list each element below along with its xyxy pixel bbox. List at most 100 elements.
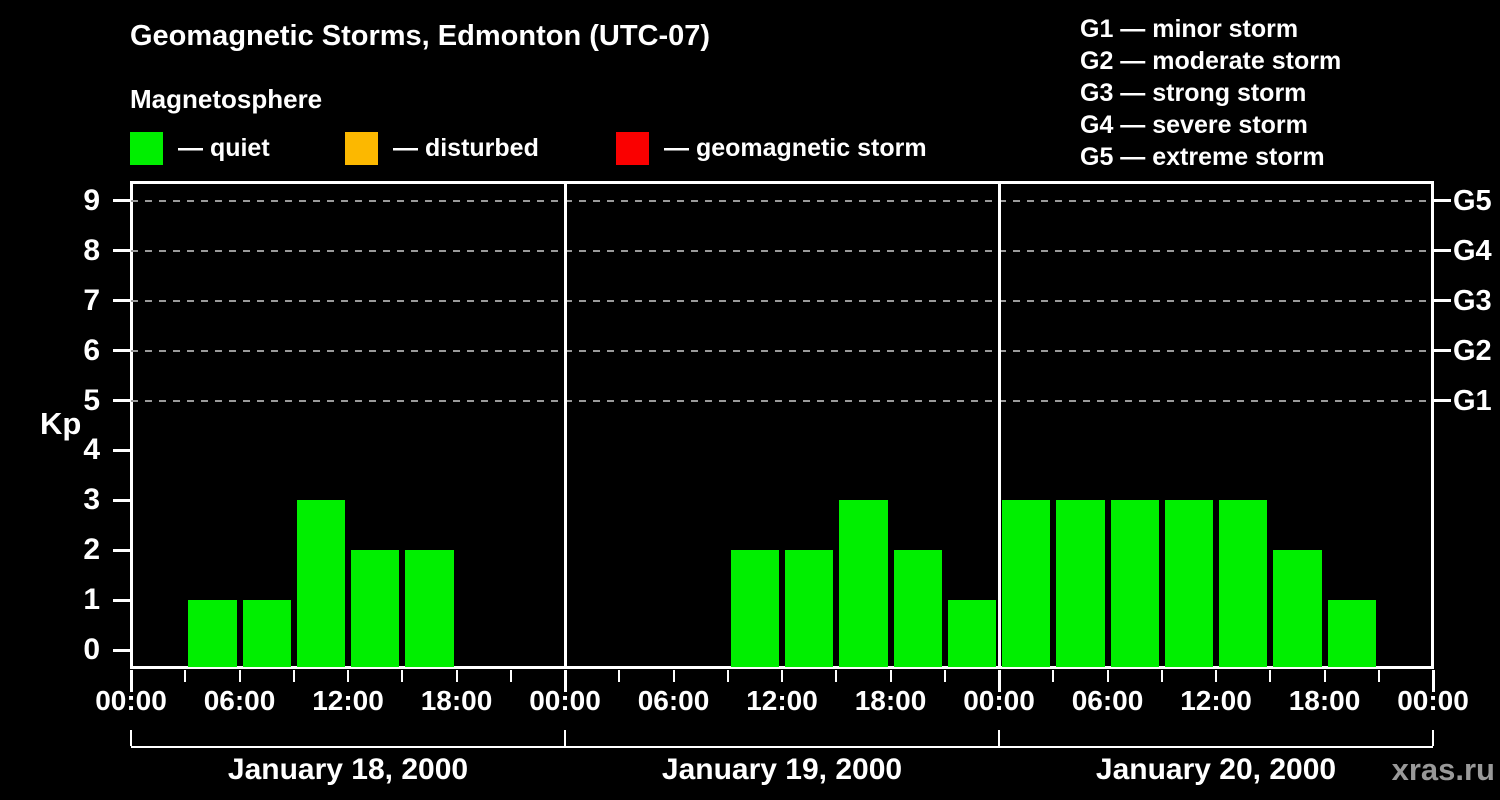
kp-tick	[113, 299, 131, 303]
date-label: January 20, 2000	[1095, 753, 1337, 786]
day-divider	[563, 182, 567, 668]
time-tick	[1323, 670, 1326, 682]
kp-tick	[113, 199, 131, 203]
time-tick	[509, 670, 512, 682]
kp-tick-label: 8	[83, 233, 100, 267]
g-tick-label: G5	[1453, 184, 1492, 217]
time-tick	[1215, 670, 1217, 682]
g-tick	[1433, 249, 1451, 253]
legend-label-disturbed: — disturbed	[393, 134, 539, 162]
g5-legend-line: G5 — extreme storm	[1080, 143, 1325, 171]
time-tick	[889, 670, 892, 682]
legend-item-quiet: — quiet	[130, 132, 270, 165]
kp-bar	[785, 550, 834, 667]
kp-tick-label: 2	[83, 533, 100, 567]
kp-bar	[1056, 500, 1105, 667]
day-divider	[997, 182, 1001, 668]
time-tick	[1106, 670, 1109, 682]
gridline-kp9	[131, 199, 1433, 202]
time-tick	[672, 670, 675, 682]
time-tick	[238, 670, 241, 682]
plot-border	[130, 181, 1434, 669]
time-label: 12:00	[312, 685, 384, 716]
time-tick	[455, 670, 458, 682]
kp-tick-label: 5	[83, 383, 100, 417]
kp-bar	[1273, 550, 1322, 667]
kp-tick-label: 7	[83, 283, 100, 317]
date-bracket-tick	[130, 730, 132, 746]
quiet-color-swatch	[130, 132, 163, 165]
date-label: January 19, 2000	[661, 753, 903, 786]
gridline-kp6	[131, 349, 1433, 352]
time-label: 06:00	[203, 685, 276, 716]
kp-bar	[351, 550, 400, 667]
time-tick	[1052, 670, 1055, 682]
date-bracket-tick	[1432, 730, 1434, 746]
kp-bar	[405, 550, 454, 667]
g-tick	[1433, 299, 1451, 303]
kp-bar	[242, 600, 291, 667]
time-tick	[835, 670, 838, 682]
kp-tick-label: 6	[83, 333, 100, 367]
legend-label-quiet: — quiet	[178, 134, 270, 162]
g-tick-label: G1	[1453, 384, 1492, 417]
watermark: xras.ru	[1391, 752, 1495, 787]
kp-tick	[113, 648, 131, 652]
time-tick	[781, 670, 783, 682]
kp-bar	[730, 550, 779, 667]
kp-tick	[113, 448, 131, 452]
time-tick	[943, 670, 946, 682]
day-boundary-tick	[997, 670, 1001, 692]
day-boundary-tick	[129, 670, 133, 692]
time-label: 18:00	[1288, 685, 1361, 716]
page-title: Geomagnetic Storms, Edmonton (UTC-07)	[130, 20, 711, 52]
kp-bar	[296, 500, 345, 667]
kp-tick-label: 3	[83, 483, 100, 517]
disturbed-color-swatch	[345, 132, 378, 165]
time-tick	[1269, 670, 1272, 682]
time-tick	[618, 670, 621, 682]
g4-legend-line: G4 — severe storm	[1080, 111, 1308, 139]
storm-color-swatch	[616, 132, 649, 165]
kp-bar	[947, 600, 996, 667]
g-tick-label: G2	[1453, 334, 1492, 367]
gridline-kp7	[131, 299, 1433, 302]
kp-tick	[113, 249, 131, 253]
kp-bar	[1110, 500, 1159, 667]
legend-label-geomagnetic-storm: — geomagnetic storm	[664, 134, 927, 162]
gridline-kp5	[131, 399, 1433, 402]
kp-bar	[188, 600, 237, 667]
kp-tick	[113, 349, 131, 353]
kp-bar	[893, 550, 942, 667]
time-tick	[726, 670, 729, 682]
legend-item-disturbed: — disturbed	[345, 132, 539, 165]
date-bracket-line	[131, 746, 1433, 748]
kp-bar	[1219, 500, 1268, 667]
kp-tick-label: 4	[83, 433, 100, 467]
time-tick	[347, 670, 349, 682]
kp-bar	[1327, 600, 1376, 667]
kp-tick-label: 0	[83, 633, 100, 666]
kp-tick	[113, 498, 131, 502]
kp-tick	[113, 399, 131, 402]
time-label: 18:00	[854, 685, 927, 716]
g-tick	[1433, 199, 1451, 203]
kp-axis-title: Kp	[40, 406, 82, 442]
g3-legend-line: G3 — strong storm	[1080, 79, 1307, 107]
time-label: 12:00	[1180, 685, 1252, 716]
time-tick	[184, 670, 187, 682]
magnetosphere-label: Magnetosphere	[130, 84, 323, 114]
time-label: 06:00	[1071, 685, 1144, 716]
gridline-kp8	[131, 249, 1433, 252]
g-scale-legend: G1 — minor storm G2 — moderate storm G3 …	[1080, 13, 1341, 173]
date-bracket-tick	[998, 730, 1000, 746]
g1-legend-line: G1 — minor storm	[1080, 15, 1299, 43]
g2-legend-line: G2 — moderate storm	[1080, 47, 1342, 75]
time-label: 06:00	[637, 685, 710, 716]
kp-tick-label: 1	[83, 583, 100, 617]
time-label: 12:00	[746, 685, 818, 716]
time-tick	[1377, 670, 1380, 682]
day-boundary-tick	[563, 670, 567, 692]
time-tick	[292, 670, 295, 682]
